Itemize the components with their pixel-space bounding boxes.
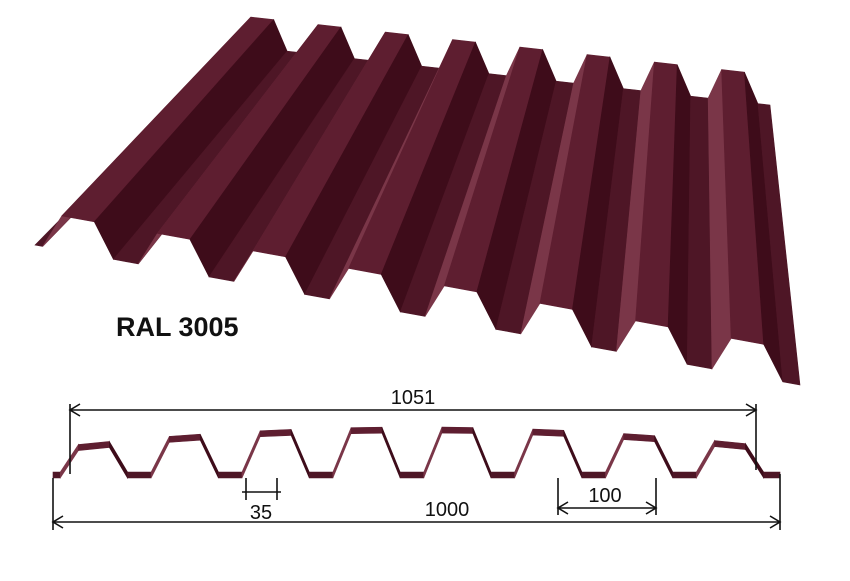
arrow-icon [51,515,782,529]
cross-section-face [127,471,152,479]
cross-section-face [399,471,425,479]
cross-section-face [490,471,515,479]
cross-section-face [514,428,534,479]
cross-section-face [423,426,443,479]
sheet-cross-section [52,426,781,480]
cross-section-face [745,442,764,480]
cross-section-face [308,471,334,479]
arrow-icon [68,403,758,417]
cross-section-face [218,471,243,479]
color-code-label: RAL 3005 [116,312,239,342]
cross-section-face [654,435,674,479]
cross-section-face [441,426,474,434]
cross-section-face [381,427,401,479]
cross-section-face [109,440,128,480]
cross-section-face [581,471,606,479]
cross-section-face [259,429,292,438]
sheet-face [686,95,713,370]
cross-section-face [241,430,261,479]
cross-section-face [350,426,383,434]
cross-section-face [763,471,781,479]
cross-section-face [78,441,110,451]
dim-100-label: 100 [588,485,621,507]
cross-section-face [605,433,624,479]
cross-section-face [169,433,201,443]
dim-35-label: 35 [250,502,272,524]
cross-section-face [52,471,61,479]
cross-section-face [290,429,310,479]
dim-1051-label: 1051 [391,387,436,409]
cross-section-face [150,436,170,479]
dim-1000-label: 1000 [425,499,470,521]
dimension-lines [51,403,782,530]
cross-section-face [532,428,565,437]
cross-section-face [623,433,655,443]
cross-section-face [332,427,352,479]
cross-section-face [563,430,583,479]
cross-section-face [714,440,746,450]
sheet-face [757,103,801,386]
sheet-3d-view [34,16,801,386]
cross-section-face [199,434,219,479]
cross-section-face [672,471,697,479]
arrow-icon [556,501,658,515]
cross-section-face [472,427,492,479]
cross-section-face [696,439,715,480]
